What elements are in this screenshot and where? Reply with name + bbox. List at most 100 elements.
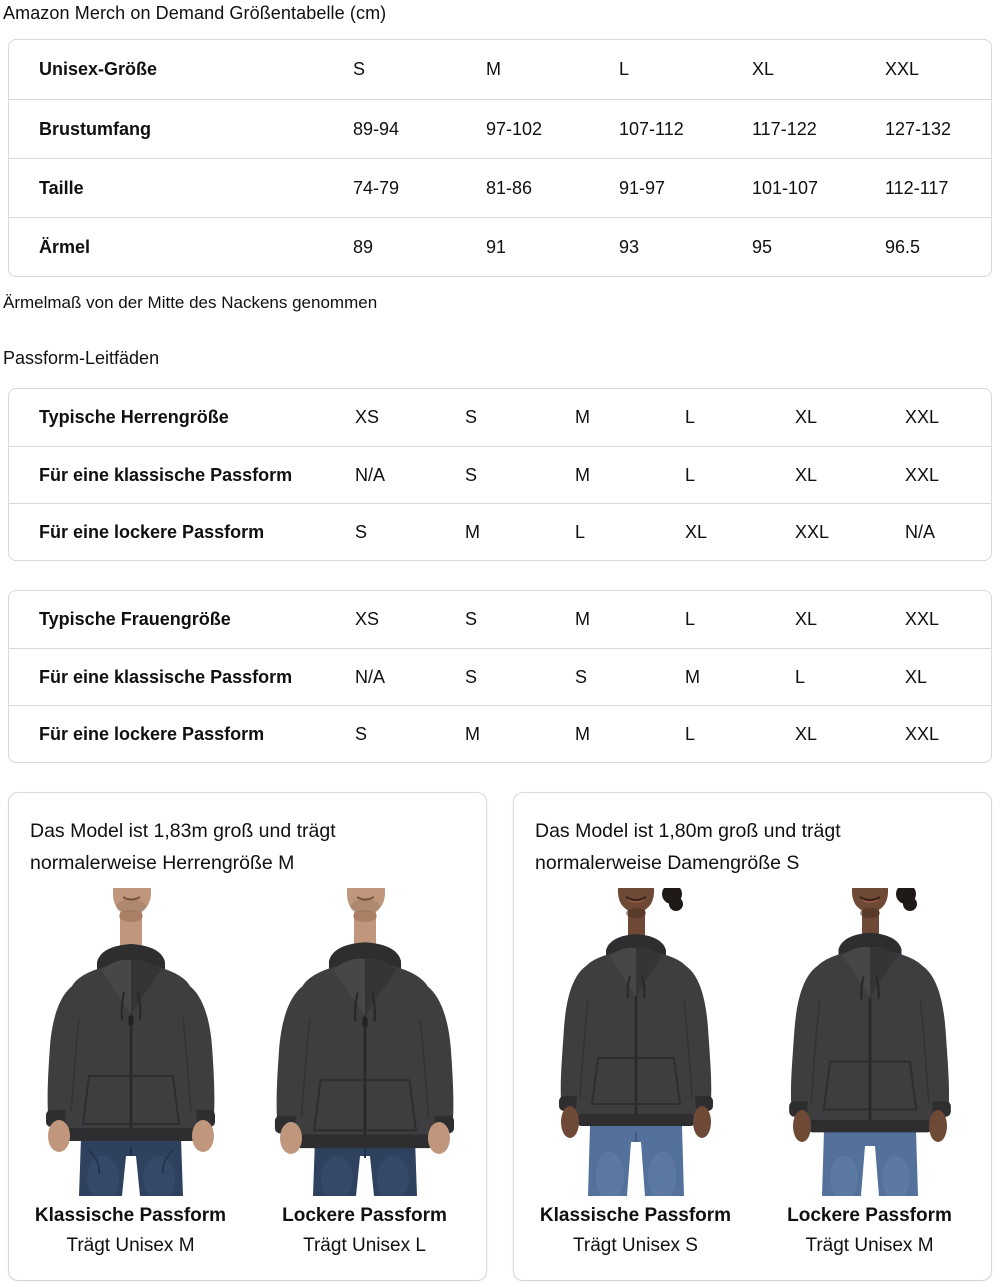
size-cell: L bbox=[685, 723, 696, 744]
size-cell: M bbox=[486, 59, 501, 79]
size-cell: L bbox=[795, 666, 806, 687]
hands bbox=[561, 1106, 711, 1138]
hoodie bbox=[46, 944, 215, 1141]
fit-caption-title: Lockere Passform bbox=[282, 1205, 447, 1226]
jeans bbox=[588, 1126, 684, 1196]
model-cards: Das Model ist 1,83m groß und trägt norma… bbox=[8, 792, 992, 1281]
size-table: Unisex-Größe S M L XL XXL Brustumfang 89… bbox=[8, 39, 992, 277]
size-cell: M bbox=[575, 609, 590, 629]
row-label: Ärmel bbox=[39, 236, 91, 257]
size-cell: M bbox=[465, 723, 480, 744]
page-title: Amazon Merch on Demand Größentabelle (cm… bbox=[3, 3, 387, 23]
table-row: Für eine lockere Passform S M M L XL XXL bbox=[9, 705, 991, 762]
size-cell: S bbox=[575, 666, 588, 687]
figures-row: Klassische Passform Trägt Unisex M bbox=[21, 888, 474, 1257]
size-cell: XXL bbox=[905, 723, 940, 744]
size-cell: 107-112 bbox=[619, 118, 684, 139]
size-cell: XXL bbox=[795, 521, 830, 542]
hands bbox=[48, 1120, 214, 1152]
head bbox=[347, 888, 385, 950]
size-cell: XXL bbox=[885, 59, 920, 79]
model-photo-female-classic: Klassische Passform Trägt Unisex S bbox=[526, 888, 745, 1257]
size-cell: 112-117 bbox=[885, 177, 949, 198]
size-cell: XXL bbox=[905, 609, 940, 629]
size-cell: 89 bbox=[353, 236, 374, 257]
size-cell: 96.5 bbox=[885, 236, 921, 257]
size-cell: N/A bbox=[355, 464, 386, 485]
size-cell: 74-79 bbox=[353, 177, 400, 198]
size-cell: L bbox=[685, 464, 696, 485]
size-cell: S bbox=[465, 407, 478, 427]
fit-caption-size: Trägt Unisex S bbox=[573, 1235, 698, 1256]
row-label: Typische Frauengröße bbox=[39, 609, 231, 629]
female-model-loose-image bbox=[760, 888, 979, 1196]
fit-caption: Lockere Passform Trägt Unisex M bbox=[760, 1204, 979, 1257]
table-row: Unisex-Größe S M L XL XXL bbox=[9, 40, 991, 99]
table-row: Für eine klassische Passform N/A S M L X… bbox=[9, 446, 991, 503]
size-cell: XL bbox=[795, 407, 818, 427]
row-label: Für eine klassische Passform bbox=[39, 666, 293, 687]
table-row: Taille 74-79 81-86 91-97 101-107 112-117 bbox=[9, 158, 991, 217]
hoodie bbox=[789, 932, 951, 1133]
fit-caption: Klassische Passform Trägt Unisex S bbox=[526, 1204, 745, 1257]
size-cell: M bbox=[465, 521, 480, 542]
table-row: Für eine klassische Passform N/A S S M L… bbox=[9, 648, 991, 705]
fit-caption-title: Klassische Passform bbox=[34, 1205, 227, 1226]
fit-caption: Klassische Passform Trägt Unisex M bbox=[21, 1204, 240, 1257]
fit-caption: Lockere Passform Trägt Unisex L bbox=[255, 1204, 474, 1257]
size-cell: L bbox=[685, 407, 696, 427]
size-cell: 91 bbox=[486, 236, 507, 257]
size-cell: XL bbox=[752, 59, 775, 79]
size-cell: S bbox=[355, 521, 368, 542]
fit-guides-heading: Passform-Leitfäden bbox=[3, 348, 160, 368]
model-description: Das Model ist 1,83m groß und trägt norma… bbox=[30, 820, 336, 874]
jeans bbox=[79, 1138, 183, 1196]
row-label: Für eine klassische Passform bbox=[39, 464, 293, 485]
hoodie bbox=[559, 934, 713, 1126]
size-cell: M bbox=[575, 723, 590, 744]
size-cell: L bbox=[619, 59, 630, 79]
size-cell: XL bbox=[795, 464, 818, 485]
size-cell: XL bbox=[795, 723, 818, 744]
size-cell: 117-122 bbox=[752, 118, 817, 139]
table-row: Typische Frauengröße XS S M L XL XXL bbox=[9, 591, 991, 648]
size-cell: 127-132 bbox=[885, 118, 952, 139]
row-label: Für eine lockere Passform bbox=[39, 723, 265, 744]
size-cell: XL bbox=[795, 609, 818, 629]
size-cell: XXL bbox=[905, 464, 940, 485]
size-cell: S bbox=[465, 609, 478, 629]
size-cell: M bbox=[575, 464, 590, 485]
size-cell: XL bbox=[685, 521, 708, 542]
fit-caption-size: Trägt Unisex M bbox=[805, 1235, 934, 1256]
size-cell: N/A bbox=[905, 521, 936, 542]
fit-caption-size: Trägt Unisex M bbox=[66, 1235, 195, 1256]
figures-row: Klassische Passform Trägt Unisex S bbox=[526, 888, 979, 1257]
table-row: Für eine lockere Passform S M L XL XXL N… bbox=[9, 503, 991, 560]
size-cell: 97-102 bbox=[486, 118, 543, 139]
table-row: Typische Herrengröße XS S M L XL XXL bbox=[9, 389, 991, 446]
model-description: Das Model ist 1,80m groß und trägt norma… bbox=[535, 820, 841, 874]
fit-caption-size: Trägt Unisex L bbox=[303, 1235, 426, 1256]
size-cell: 95 bbox=[752, 236, 773, 257]
size-cell: 81-86 bbox=[486, 177, 533, 198]
male-model-loose-image bbox=[255, 888, 474, 1196]
size-cell: 101-107 bbox=[752, 177, 819, 198]
row-label: Unisex-Größe bbox=[39, 59, 158, 79]
fit-caption-title: Klassische Passform bbox=[539, 1205, 732, 1226]
size-cell: L bbox=[685, 609, 696, 629]
model-photo-female-loose: Lockere Passform Trägt Unisex M bbox=[760, 888, 979, 1257]
model-photo-male-classic: Klassische Passform Trägt Unisex M bbox=[21, 888, 240, 1257]
womens-fit-table: Typische Frauengröße XS S M L XL XXL Für… bbox=[8, 590, 992, 763]
jeans bbox=[822, 1130, 918, 1196]
size-cell: M bbox=[575, 407, 590, 427]
model-card-women: Das Model ist 1,80m groß und trägt norma… bbox=[513, 792, 992, 1281]
table-row: Brustumfang 89-94 97-102 107-112 117-122… bbox=[9, 99, 991, 158]
size-cell: XS bbox=[355, 609, 380, 629]
size-cell: S bbox=[355, 723, 368, 744]
hoodie bbox=[274, 942, 455, 1149]
model-card-men: Das Model ist 1,83m groß und trägt norma… bbox=[8, 792, 487, 1281]
fit-caption-title: Lockere Passform bbox=[787, 1205, 952, 1226]
row-label: Brustumfang bbox=[39, 118, 151, 139]
sleeve-note: Ärmelmaß von der Mitte des Nackens genom… bbox=[3, 293, 378, 312]
